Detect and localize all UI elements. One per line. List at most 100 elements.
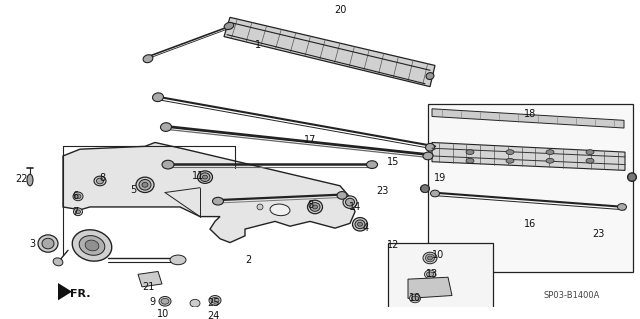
- Polygon shape: [432, 109, 624, 128]
- Ellipse shape: [337, 191, 347, 199]
- Ellipse shape: [426, 272, 433, 277]
- Ellipse shape: [346, 198, 355, 206]
- Text: 17: 17: [304, 135, 316, 145]
- Text: 10: 10: [409, 293, 421, 303]
- Ellipse shape: [214, 309, 225, 318]
- Ellipse shape: [159, 296, 171, 306]
- Ellipse shape: [172, 308, 182, 317]
- Ellipse shape: [355, 220, 365, 229]
- Ellipse shape: [423, 152, 433, 160]
- Ellipse shape: [431, 190, 440, 197]
- Ellipse shape: [423, 252, 437, 264]
- Ellipse shape: [224, 22, 234, 30]
- Ellipse shape: [162, 160, 174, 169]
- Text: 20: 20: [334, 5, 346, 15]
- Ellipse shape: [506, 150, 514, 154]
- Ellipse shape: [161, 123, 172, 131]
- Ellipse shape: [424, 270, 435, 279]
- Ellipse shape: [546, 150, 554, 154]
- Ellipse shape: [466, 158, 474, 163]
- Ellipse shape: [310, 203, 320, 211]
- Ellipse shape: [202, 175, 207, 179]
- Text: 7: 7: [72, 207, 78, 217]
- Ellipse shape: [586, 150, 594, 154]
- Text: 8: 8: [99, 173, 105, 183]
- Ellipse shape: [73, 192, 83, 201]
- Ellipse shape: [97, 178, 104, 184]
- Ellipse shape: [173, 310, 180, 315]
- Ellipse shape: [136, 177, 154, 193]
- Ellipse shape: [307, 200, 323, 214]
- Ellipse shape: [270, 204, 290, 216]
- Text: 18: 18: [524, 108, 536, 119]
- Ellipse shape: [143, 55, 153, 63]
- Ellipse shape: [76, 210, 81, 214]
- Ellipse shape: [200, 173, 210, 182]
- Text: 19: 19: [434, 173, 446, 183]
- Ellipse shape: [618, 204, 627, 210]
- Text: 23: 23: [592, 229, 604, 239]
- Ellipse shape: [410, 294, 420, 303]
- Text: 16: 16: [524, 219, 536, 229]
- Ellipse shape: [170, 255, 186, 265]
- Ellipse shape: [428, 256, 433, 260]
- Ellipse shape: [193, 311, 203, 319]
- Text: 9: 9: [149, 297, 155, 307]
- Text: 15: 15: [387, 157, 399, 167]
- Ellipse shape: [27, 174, 33, 186]
- Ellipse shape: [426, 73, 434, 79]
- Ellipse shape: [85, 240, 99, 251]
- Circle shape: [421, 185, 429, 193]
- Polygon shape: [58, 283, 72, 300]
- Text: SP03-B1400A: SP03-B1400A: [544, 291, 600, 300]
- Text: 13: 13: [426, 269, 438, 279]
- Text: 5: 5: [130, 185, 136, 195]
- Ellipse shape: [506, 158, 514, 163]
- Text: 4: 4: [363, 223, 369, 233]
- Ellipse shape: [142, 182, 148, 187]
- Text: 24: 24: [207, 311, 219, 319]
- Ellipse shape: [190, 299, 200, 307]
- Ellipse shape: [586, 158, 594, 163]
- Text: 10: 10: [432, 250, 444, 260]
- Polygon shape: [138, 271, 162, 287]
- Ellipse shape: [94, 176, 106, 186]
- Ellipse shape: [198, 171, 212, 183]
- Bar: [388, 242, 493, 308]
- Ellipse shape: [72, 230, 112, 261]
- Polygon shape: [224, 17, 435, 87]
- Ellipse shape: [343, 196, 357, 208]
- Ellipse shape: [353, 218, 367, 231]
- Polygon shape: [408, 277, 452, 298]
- Ellipse shape: [161, 298, 169, 304]
- Ellipse shape: [53, 258, 63, 266]
- Ellipse shape: [412, 296, 419, 301]
- Text: 25: 25: [207, 298, 220, 308]
- Ellipse shape: [426, 254, 435, 262]
- Ellipse shape: [546, 158, 554, 163]
- Ellipse shape: [367, 161, 378, 168]
- Polygon shape: [432, 143, 625, 170]
- Text: 12: 12: [387, 241, 399, 250]
- Text: 11: 11: [192, 171, 204, 181]
- Text: 2: 2: [245, 255, 251, 265]
- Ellipse shape: [211, 297, 219, 303]
- Text: 23: 23: [376, 186, 388, 196]
- Bar: [428, 104, 633, 272]
- Ellipse shape: [466, 150, 474, 154]
- Ellipse shape: [212, 197, 223, 205]
- Ellipse shape: [75, 194, 81, 199]
- Circle shape: [628, 173, 636, 181]
- Ellipse shape: [42, 238, 54, 249]
- Polygon shape: [63, 143, 355, 242]
- Ellipse shape: [216, 311, 223, 316]
- Text: 10: 10: [157, 309, 169, 319]
- Ellipse shape: [420, 185, 429, 193]
- Text: 3: 3: [29, 239, 35, 249]
- Text: FR.: FR.: [70, 289, 90, 299]
- Ellipse shape: [74, 208, 83, 216]
- Text: 22: 22: [16, 174, 28, 184]
- Ellipse shape: [312, 205, 317, 209]
- Text: 6: 6: [72, 191, 78, 201]
- Text: 14: 14: [349, 202, 361, 212]
